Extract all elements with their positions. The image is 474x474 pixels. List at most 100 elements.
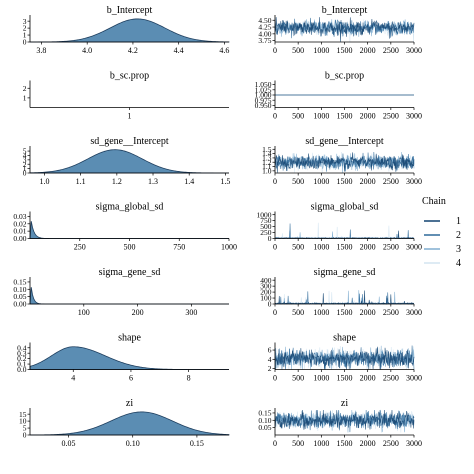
trace-y-tick-label: 1000 xyxy=(257,210,272,219)
density-area xyxy=(29,18,230,43)
density-y-tick-label: 0.0 xyxy=(17,365,27,374)
density-x-tick-label: 1.0 xyxy=(39,177,49,186)
trace-y-tick-label: 200 xyxy=(260,288,272,297)
trace-x-tick-label: 0 xyxy=(273,439,277,448)
density-panel-sigma_gene_sd: sigma_gene_sd 100 200 300 0.000.050.100.15 xyxy=(13,267,229,317)
trace-y-tick-label: 4 xyxy=(268,355,272,364)
density-title: b_Intercept xyxy=(107,5,153,16)
density-y-tick-label: 1 xyxy=(23,31,27,40)
density-y-tick-label: 2 xyxy=(23,84,27,93)
trace-y-tick-label: 250 xyxy=(260,228,272,237)
trace-title: zi xyxy=(341,398,348,409)
trace-line-chain-1 xyxy=(274,152,415,173)
density-area xyxy=(29,149,229,174)
trace-y-tick-label: 0.05 xyxy=(258,423,271,432)
density-x-tick-label: 300 xyxy=(185,308,197,317)
trace-x-tick-label: 0 xyxy=(273,243,277,252)
trace-x-tick-label: 2500 xyxy=(383,308,399,317)
trace-x-tick-label: 500 xyxy=(292,177,304,186)
density-panel-sd_gene__Intercept: sd_gene__Intercept 1.0 1.1 1.2 1.3 1.4 1.5 0123… xyxy=(23,136,231,186)
trace-x-tick-label: 1500 xyxy=(337,243,353,252)
density-y-tick-label: 0.00 xyxy=(13,234,26,243)
density-y-tick-label: 2 xyxy=(23,160,27,169)
density-y-tick-label: 10 xyxy=(19,417,27,426)
density-y-tick-label: 5 xyxy=(23,147,27,156)
trace-x-tick-label: 1500 xyxy=(337,177,353,186)
trace-line-chain-4 xyxy=(274,290,415,305)
density-title: sd_gene__Intercept xyxy=(90,136,169,147)
legend-label: 4 xyxy=(456,258,461,269)
trace-x-tick-label: 0 xyxy=(273,112,277,121)
trace-x-tick-label: 2000 xyxy=(360,374,376,383)
density-x-tick-label: 1.3 xyxy=(148,177,158,186)
density-title: zi xyxy=(126,398,133,409)
trace-y-tick-label: 500 xyxy=(260,222,272,231)
trace-line-chain-4 xyxy=(274,222,415,240)
trace-x-tick-label: 2000 xyxy=(360,112,376,121)
density-y-tick-label: 0.2 xyxy=(17,354,27,363)
density-title: b_sc.prop xyxy=(110,71,149,82)
density-x-tick-label: 500 xyxy=(124,243,136,252)
density-y-tick-label: 3 xyxy=(23,17,27,26)
trace-x-tick-label: 500 xyxy=(292,112,304,121)
trace-y-tick-label: 300 xyxy=(260,282,272,291)
density-x-tick-label: 0.05 xyxy=(62,439,76,448)
trace-x-tick-label: 2000 xyxy=(360,308,376,317)
density-x-tick-label: 200 xyxy=(132,308,144,317)
trace-title: sigma_global_sd xyxy=(311,202,379,213)
density-title: shape xyxy=(118,333,141,344)
trace-x-tick-label: 0 xyxy=(273,374,277,383)
trace-x-tick-label: 500 xyxy=(292,439,304,448)
density-x-tick-label: 1 xyxy=(128,112,132,121)
density-x-tick-label: 4.4 xyxy=(174,46,184,55)
density-y-tick-label: 0.02 xyxy=(13,219,26,228)
density-area xyxy=(29,287,229,305)
trace-panel-sd_gene__Intercept: sd_gene__Intercept 0 500 1000 1500 2000 2500 30… xyxy=(262,136,422,186)
density-x-tick-label: 6 xyxy=(129,374,133,383)
trace-x-tick-label: 2000 xyxy=(360,177,376,186)
trace-panel-shape: shape 0 500 1000 1500 2000 2500 3000 246 xyxy=(268,333,422,383)
density-y-tick-label: 1 xyxy=(23,164,27,173)
trace-y-tick-label: 4.25 xyxy=(258,23,271,32)
trace-x-tick-label: 3000 xyxy=(406,46,422,55)
trace-x-tick-label: 1500 xyxy=(337,308,353,317)
trace-y-tick-label: 750 xyxy=(260,216,272,225)
density-y-tick-label: 5 xyxy=(23,424,27,433)
trace-x-tick-label: 1000 xyxy=(313,46,329,55)
trace-line-chain-3 xyxy=(274,230,415,240)
density-y-tick-label: 0.05 xyxy=(13,292,26,301)
trace-line-chain-1 xyxy=(274,17,415,42)
trace-x-tick-label: 2500 xyxy=(383,46,399,55)
trace-title: b_Intercept xyxy=(322,5,368,16)
trace-title: shape xyxy=(333,333,356,344)
density-x-tick-label: 4.2 xyxy=(128,46,138,55)
trace-x-tick-label: 0 xyxy=(273,308,277,317)
trace-y-tick-label: 1.2 xyxy=(262,158,272,167)
trace-y-tick-label: 100 xyxy=(260,294,272,303)
trace-x-tick-label: 3000 xyxy=(406,177,422,186)
density-y-tick-label: 0 xyxy=(23,38,27,47)
trace-y-tick-label: 1.000 xyxy=(255,91,272,100)
trace-x-tick-label: 2500 xyxy=(383,177,399,186)
density-y-tick-label: 1 xyxy=(23,93,27,102)
density-y-tick-label: 0.00 xyxy=(13,300,26,309)
trace-x-tick-label: 3000 xyxy=(406,308,422,317)
density-area xyxy=(29,411,230,436)
trace-y-tick-label: 1.5 xyxy=(262,145,272,154)
density-x-tick-label: 1.4 xyxy=(184,177,194,186)
trace-x-tick-label: 0 xyxy=(273,46,277,55)
trace-line-chain-1 xyxy=(274,230,415,240)
legend-title: Chain xyxy=(422,196,446,207)
trace-line-chain-1 xyxy=(274,346,415,370)
trace-y-tick-label: 1.050 xyxy=(255,80,272,89)
trace-y-tick-label: 0.15 xyxy=(258,409,271,418)
density-x-tick-label: 250 xyxy=(74,243,86,252)
density-x-tick-label: 1000 xyxy=(221,243,237,252)
trace-x-tick-label: 1500 xyxy=(337,46,353,55)
density-panel-sigma_global_sd: sigma_global_sd 250 500 750 1000 0.000.010.02… xyxy=(13,202,237,252)
legend: Chain 1 2 3 4 xyxy=(422,196,461,269)
density-x-tick-label: 4 xyxy=(71,374,75,383)
